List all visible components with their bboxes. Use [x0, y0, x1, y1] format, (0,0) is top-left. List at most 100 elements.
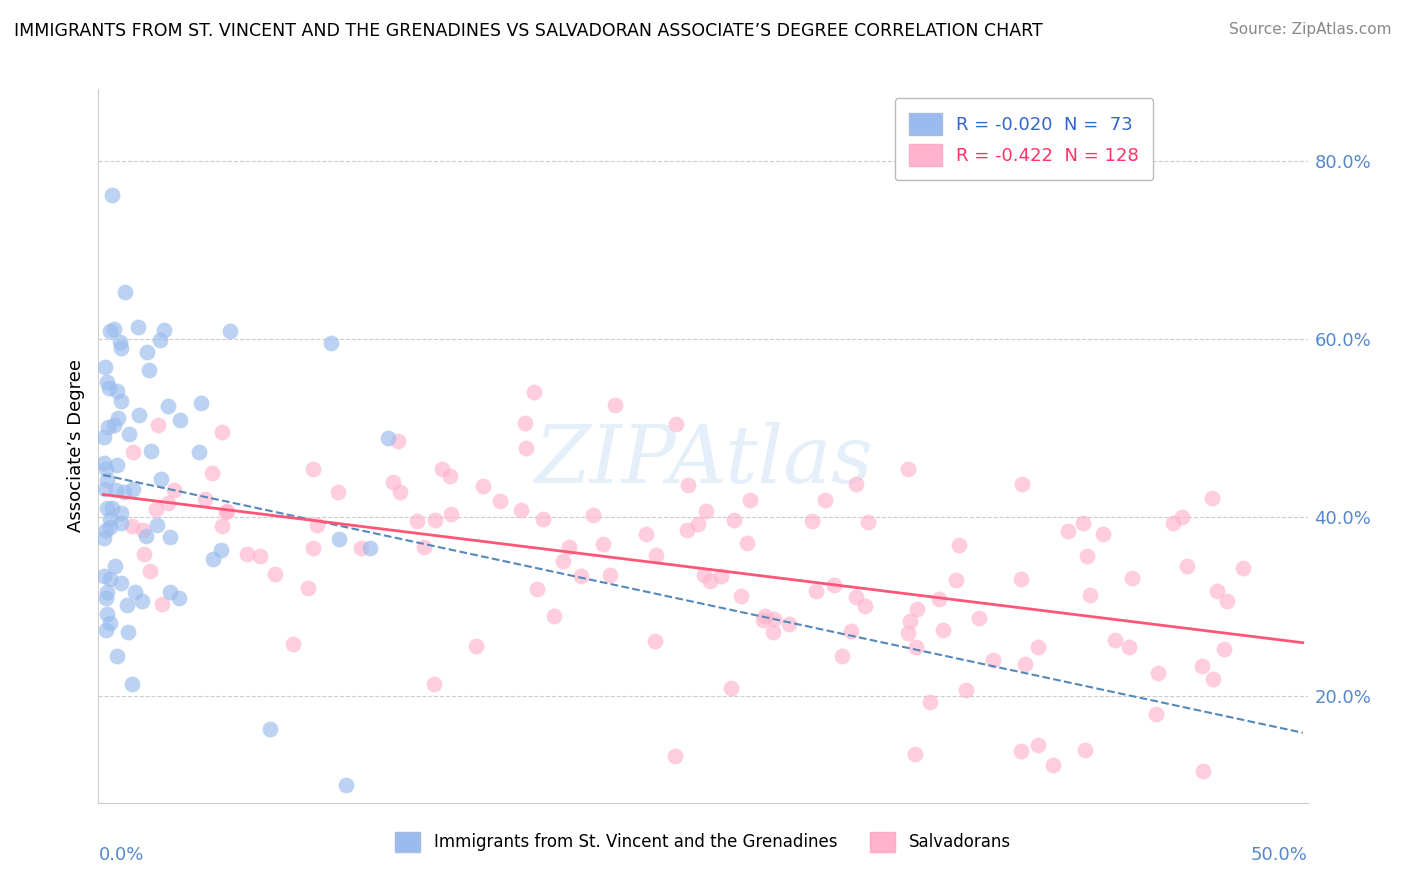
Point — [778, 616, 800, 631]
Point — [121, 519, 143, 533]
Point — [112, 484, 135, 499]
Point — [801, 514, 824, 528]
Point — [110, 393, 132, 408]
Point — [104, 558, 127, 573]
Point — [98, 572, 121, 586]
Point — [96, 607, 118, 621]
Point — [1104, 633, 1126, 648]
Point — [515, 441, 537, 455]
Point — [135, 345, 157, 359]
Point — [211, 519, 233, 533]
Point — [839, 624, 862, 638]
Point — [159, 585, 181, 599]
Point — [1216, 594, 1239, 608]
Point — [110, 516, 132, 531]
Point — [406, 514, 429, 528]
Point — [1028, 640, 1050, 655]
Point — [676, 478, 699, 492]
Point — [301, 461, 323, 475]
Text: 0.0%: 0.0% — [98, 846, 143, 863]
Point — [110, 575, 132, 590]
Point — [121, 445, 143, 459]
Point — [93, 531, 115, 545]
Point — [543, 609, 565, 624]
Point — [110, 342, 132, 356]
Point — [94, 462, 117, 476]
Point — [301, 541, 323, 555]
Point — [423, 677, 446, 691]
Point — [93, 429, 115, 443]
Point — [569, 568, 592, 582]
Point — [211, 425, 233, 439]
Point — [187, 445, 209, 459]
Point — [209, 543, 232, 558]
Point — [135, 528, 157, 542]
Point — [1201, 491, 1223, 505]
Point — [93, 456, 115, 470]
Point — [132, 523, 155, 537]
Point — [1042, 757, 1064, 772]
Point — [412, 541, 434, 555]
Point — [98, 324, 121, 338]
Point — [107, 458, 129, 472]
Legend: Immigrants from St. Vincent and the Grenadines, Salvadorans: Immigrants from St. Vincent and the Gren… — [388, 825, 1018, 859]
Point — [425, 513, 447, 527]
Point — [98, 520, 121, 534]
Point — [644, 548, 666, 562]
Point — [845, 590, 868, 604]
Point — [115, 598, 138, 612]
Text: ZIPAtlas: ZIPAtlas — [534, 422, 872, 499]
Point — [558, 541, 581, 555]
Point — [121, 482, 143, 496]
Point — [163, 483, 186, 497]
Point — [263, 566, 285, 581]
Point — [1057, 524, 1080, 538]
Point — [699, 574, 721, 589]
Point — [93, 360, 115, 375]
Point — [738, 493, 761, 508]
Point — [644, 633, 666, 648]
Point — [1078, 589, 1101, 603]
Point — [103, 417, 125, 432]
Point — [853, 599, 876, 614]
Point — [1171, 509, 1194, 524]
Point — [326, 485, 349, 500]
Point — [1192, 764, 1215, 779]
Point — [110, 334, 132, 349]
Point — [955, 682, 977, 697]
Point — [96, 591, 118, 606]
Point — [97, 420, 120, 434]
Point — [98, 381, 121, 395]
Point — [190, 395, 212, 409]
Point — [149, 333, 172, 347]
Point — [96, 473, 118, 487]
Point — [335, 778, 357, 792]
Point — [489, 493, 512, 508]
Point — [904, 640, 927, 654]
Point — [128, 408, 150, 422]
Point — [389, 484, 412, 499]
Point — [153, 323, 176, 337]
Point — [1092, 527, 1115, 541]
Point — [110, 507, 132, 521]
Point — [1011, 477, 1033, 491]
Point — [931, 623, 953, 637]
Point — [150, 597, 173, 611]
Point — [634, 526, 657, 541]
Point — [259, 723, 281, 737]
Point — [101, 187, 124, 202]
Point — [1010, 572, 1032, 586]
Point — [948, 538, 970, 552]
Point — [139, 444, 162, 458]
Point — [831, 648, 853, 663]
Point — [328, 533, 350, 547]
Point — [513, 416, 536, 430]
Point — [124, 585, 146, 599]
Point — [856, 515, 879, 529]
Point — [665, 417, 688, 431]
Point — [145, 501, 167, 516]
Y-axis label: Associate’s Degree: Associate’s Degree — [66, 359, 84, 533]
Point — [1146, 665, 1168, 680]
Point — [675, 523, 697, 537]
Point — [387, 434, 409, 448]
